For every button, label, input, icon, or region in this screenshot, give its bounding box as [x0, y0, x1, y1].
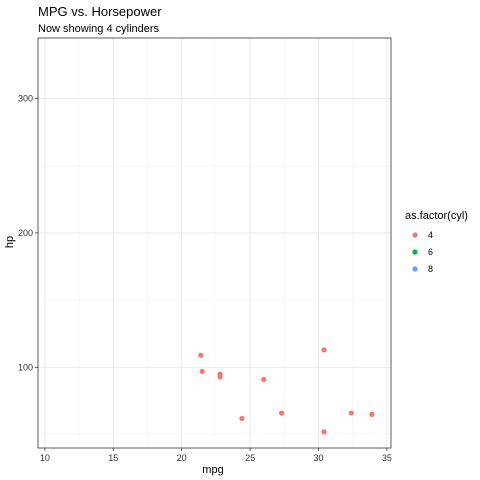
data-point	[369, 411, 375, 417]
legend-label: 6	[428, 247, 433, 257]
legend-items: 4 6 8	[412, 230, 433, 274]
data-point	[278, 410, 285, 416]
x-tick-label: 15	[108, 453, 118, 463]
y-tick-label: 300	[18, 93, 33, 103]
data-point	[217, 374, 223, 380]
legend-key	[412, 232, 418, 238]
x-axis-title: mpg	[202, 464, 223, 476]
data-point	[239, 415, 245, 422]
plot-panel	[37, 37, 392, 449]
x-tick-label: 35	[382, 453, 392, 463]
minor-gridlines	[38, 38, 391, 448]
major-gridlines	[38, 38, 391, 448]
x-tick-label: 25	[245, 453, 255, 463]
data-point	[348, 410, 354, 416]
legend-key	[412, 266, 418, 272]
legend-key	[412, 249, 418, 255]
legend-title: as.factor(cyl)	[405, 210, 468, 222]
legend-label: 4	[428, 230, 433, 240]
data-point	[261, 376, 267, 383]
chart-title: MPG vs. Horsepower	[38, 4, 162, 19]
chart-subtitle: Now showing 4 cylinders	[38, 23, 160, 35]
y-axis-title: hp	[4, 236, 16, 248]
data-points	[198, 347, 375, 435]
x-tick-label: 20	[177, 453, 187, 463]
y-tick-label: 200	[18, 228, 33, 238]
x-axis: 10 15 20 25 30 35	[40, 448, 392, 463]
x-tick-label: 10	[40, 453, 50, 463]
data-point	[321, 347, 327, 353]
y-axis: 100 200 300	[18, 93, 38, 372]
data-point	[198, 352, 204, 358]
legend: as.factor(cyl) 4 6 8	[405, 210, 468, 274]
x-tick-label: 30	[313, 453, 323, 463]
legend-label: 8	[428, 264, 433, 274]
data-point	[321, 429, 327, 435]
y-tick-label: 100	[18, 362, 33, 372]
data-point	[199, 368, 205, 374]
